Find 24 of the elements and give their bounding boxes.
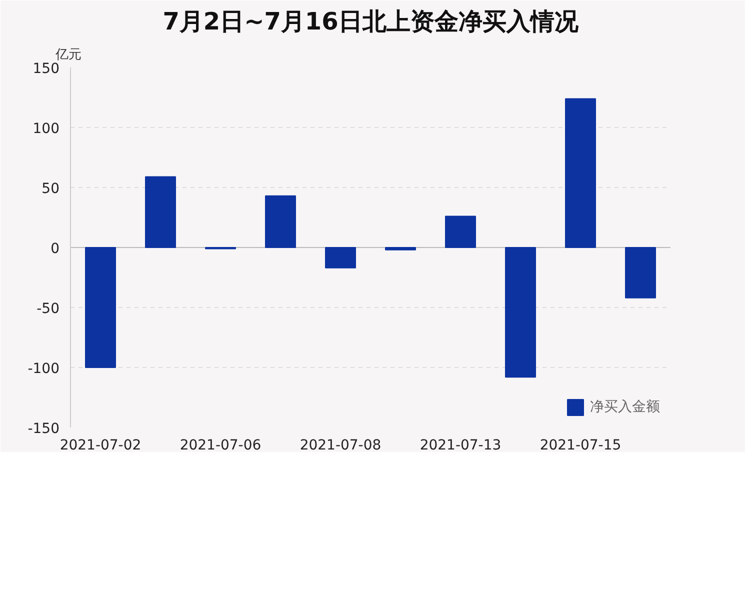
x-tick-label: 2021-07-13 [420, 438, 502, 454]
bar [565, 98, 596, 248]
chart-title: 7月2日~7月16日北上资金净买入情况 [162, 8, 580, 36]
bar [505, 247, 536, 378]
y-tick-label: -150 [28, 421, 60, 437]
y-tick-label: 0 [50, 241, 60, 257]
x-tick-label: 2021-07-06 [180, 438, 262, 454]
bar [445, 216, 476, 248]
legend-label: 净买入金额 [590, 398, 660, 416]
x-tick-label: 2021-07-08 [300, 438, 382, 454]
y-tick-label: 50 [42, 181, 60, 197]
y-tick-label: -50 [36, 301, 60, 317]
bar [625, 247, 656, 298]
bar [145, 176, 176, 248]
x-tick-label: 2021-07-15 [540, 438, 622, 454]
bar [385, 247, 416, 250]
y-tick-label: 100 [32, 121, 60, 137]
bar [325, 247, 356, 268]
y-axis-title: 亿元 [54, 48, 82, 62]
x-tick-label: 2021-07-02 [60, 438, 142, 454]
bar [85, 247, 116, 368]
y-tick-label: -100 [28, 361, 60, 377]
bar [265, 195, 296, 248]
y-tick-label: 150 [32, 61, 60, 77]
